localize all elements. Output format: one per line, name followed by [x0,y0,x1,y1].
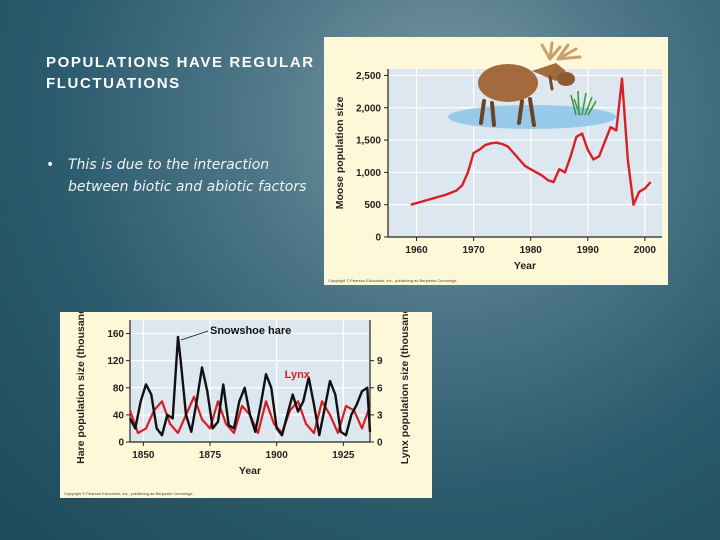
moose-axes [384,69,662,241]
hare-x-tick-label: 1875 [199,450,222,461]
moose-illustration [448,41,616,129]
hare-x-tick-label: 1850 [132,450,155,461]
slide-title: POPULATIONS HAVE REGULAR FLUCTUATIONS [46,54,315,92]
moose-copyright: Copyright © Pearson Education, Inc., pub… [328,278,457,283]
moose-y-tick-label: 1,000 [356,168,381,179]
hare-lynx-series-group [128,335,372,437]
moose-chart-panel: 0 500 1,000 1,500 2,000 2,500 1960 1970 1980 1990… [324,37,668,285]
hare-x-tick-label: 1900 [266,450,289,461]
hare-lynx-tick-labels: 0 40 80 120 160 0 3 6 9 1850 1875 1900 1925 [107,329,383,461]
lynx-y-tick-label: 6 [377,383,383,394]
snowshoe-hare-population-line [128,335,372,437]
moose-y-tick-label: 2,000 [356,103,381,114]
moose-population-line [410,77,652,206]
moose-chart: 0 500 1,000 1,500 2,000 2,500 1960 1970 1980 1990… [328,41,662,283]
moose-x-tick-label: 1960 [405,245,428,256]
moose-x-tick-label: 1970 [463,245,486,256]
bullet-text: This is due to the interaction between b… [68,157,307,195]
lynx-y-tick-label: 0 [377,438,383,449]
moose-tick-labels: 0 500 1,000 1,500 2,000 2,500 1960 1970 1980 1990… [356,71,656,256]
hare-lynx-copyright: Copyright © Pearson Education, Inc., pub… [64,491,193,496]
lynx-y-tick-label: 9 [377,356,383,367]
hare-y-tick-label: 0 [118,438,124,449]
hare-y-tick-label: 120 [107,356,124,367]
moose-icon [478,41,582,127]
hare-y-tick-label: 160 [107,329,124,340]
hare-lynx-chart-panel: 0 40 80 120 160 0 3 6 9 1850 1875 1900 1925 Year Har… [60,312,432,498]
moose-y-tick-label: 1,500 [356,136,381,147]
hare-y-tick-label: 80 [113,383,125,394]
hare-lynx-chart: 0 40 80 120 160 0 3 6 9 1850 1875 1900 1925 Year Har… [64,312,411,496]
hare-y-tick-label: 40 [113,410,125,421]
snowshoe-hare-leader-line [180,330,209,341]
moose-x-tick-label: 1990 [577,245,600,256]
moose-x-tick-label: 2000 [634,245,657,256]
hare-x-axis-label: Year [239,465,261,477]
moose-y-axis-label: Moose population size [334,97,346,210]
moose-series-group [410,77,652,206]
hare-y-axis-label: Hare population size (thousands) [75,312,87,464]
hare-x-tick-label: 1925 [332,450,355,461]
grass-icon [570,90,597,116]
bullet-point: • This is due to the interaction between… [46,154,326,198]
lynx-series-label: Lynx [285,369,311,381]
moose-y-tick-label: 500 [364,200,381,211]
lynx-y-tick-label: 3 [377,410,383,421]
snowshoe-hare-series-label: Snowshoe hare [210,325,291,337]
moose-x-axis-label: Year [514,260,536,272]
moose-x-tick-label: 1980 [520,245,543,256]
moose-y-tick-label: 2,500 [356,71,381,82]
moose-y-tick-label: 0 [375,233,381,244]
lynx-y-axis-label: Lynx population size (thousands) [399,312,411,464]
bullet-marker: • [46,157,55,173]
moose-gridlines [388,69,662,237]
